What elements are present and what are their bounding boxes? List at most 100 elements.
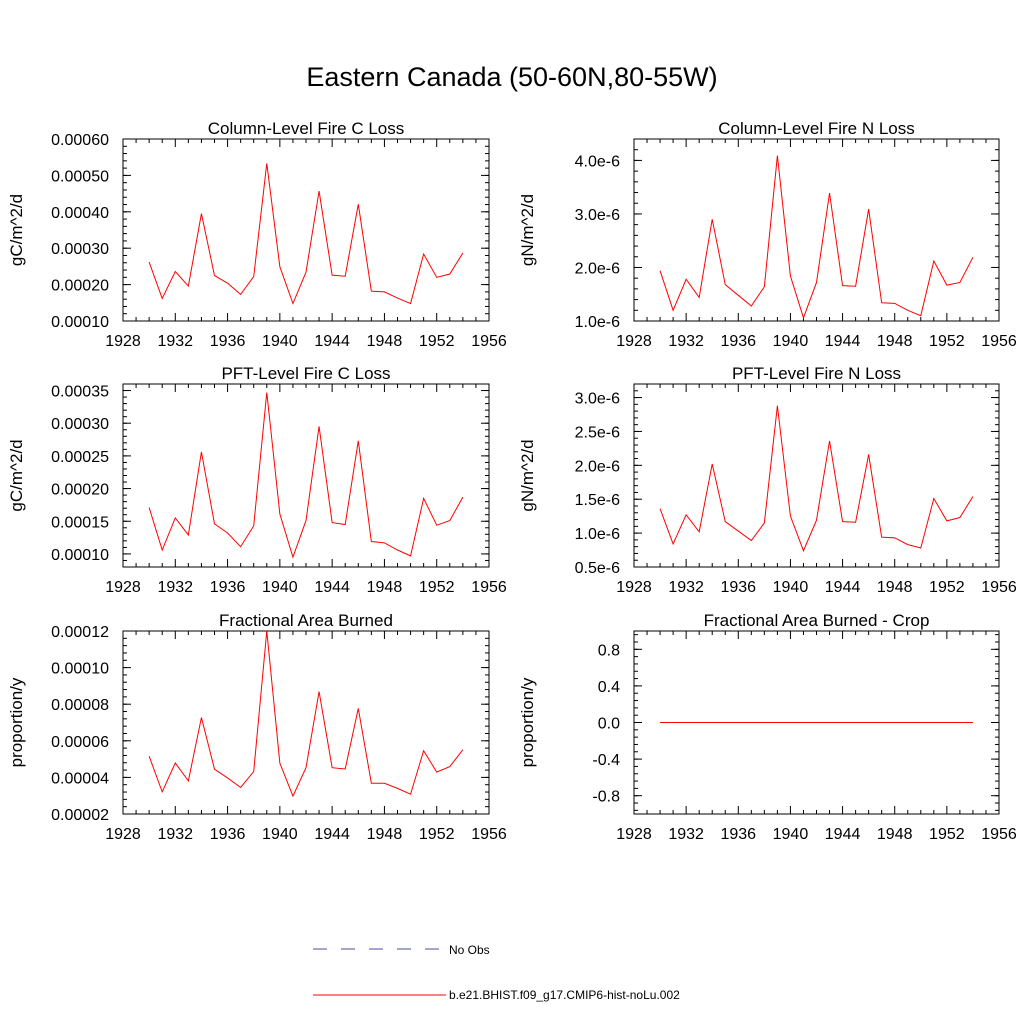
plot-frame xyxy=(633,138,1000,322)
y-tick-label: 0.00020 xyxy=(51,482,109,499)
x-tick-label: 1956 xyxy=(981,579,1017,596)
panel-title: Fractional Area Burned - Crop xyxy=(704,611,930,630)
y-tick-label: 0.8 xyxy=(598,642,620,659)
y-tick-label: 0.0 xyxy=(598,716,620,733)
chart-panel-2: Column-Level Fire N Loss gN/m^2/d 1928 1932… xyxy=(518,119,1017,350)
y-tick-label: 1.5e-6 xyxy=(575,492,620,509)
panel-title: Column-Level Fire C Loss xyxy=(208,119,405,138)
y-tick-label: 0.00004 xyxy=(51,770,109,787)
y-tick-label: 2.0e-6 xyxy=(575,260,620,277)
x-tick-label: 1948 xyxy=(367,333,403,350)
x-tick-label: 1932 xyxy=(157,826,193,843)
panel-title: PFT-Level Fire N Loss xyxy=(732,364,901,383)
data-series-line xyxy=(148,630,464,798)
y-tick-label: 3.0e-6 xyxy=(575,207,620,224)
x-tick-label: 1932 xyxy=(157,333,193,350)
data-series-line xyxy=(659,155,974,320)
y-tick-label: 0.00030 xyxy=(51,416,109,433)
chart-panel-6: Fractional Area Burned - Crop proportion/… xyxy=(518,611,1017,843)
y-tick-label: 0.5e-6 xyxy=(575,560,620,577)
y-tick-label: -0.4 xyxy=(592,752,620,769)
y-axis-label: gC/m^2/d xyxy=(7,439,26,511)
legend-no-obs-label: No Obs xyxy=(449,943,490,957)
y-tick-label: 0.00010 xyxy=(51,547,109,564)
x-tick-label: 1940 xyxy=(262,579,298,596)
y-tick-label: 0.00006 xyxy=(51,734,109,751)
plot-frame xyxy=(122,138,490,322)
x-tick-label: 1936 xyxy=(210,826,246,843)
x-tick-label: 1940 xyxy=(773,579,809,596)
chart-panel-4: PFT-Level Fire N Loss gN/m^2/d 1928 1932 193… xyxy=(518,364,1017,596)
y-tick-label: 3.0e-6 xyxy=(575,391,620,408)
x-tick-label: 1928 xyxy=(616,333,652,350)
y-axis-label: proportion/y xyxy=(518,677,537,767)
x-tick-label: 1952 xyxy=(929,826,965,843)
y-tick-label: 0.4 xyxy=(598,679,620,696)
x-tick-label: 1936 xyxy=(210,579,246,596)
y-axis-label: gN/m^2/d xyxy=(518,194,537,266)
x-tick-label: 1956 xyxy=(981,333,1017,350)
x-tick-label: 1956 xyxy=(471,579,507,596)
y-tick-label: 0.00008 xyxy=(51,697,109,714)
chart-panel-5: Fractional Area Burned proportion/y 1928 19… xyxy=(7,611,507,843)
x-tick-label: 1940 xyxy=(262,826,298,843)
y-tick-label: 2.0e-6 xyxy=(575,458,620,475)
x-tick-label: 1944 xyxy=(825,333,861,350)
y-tick-label: -0.8 xyxy=(592,789,620,806)
x-tick-label: 1948 xyxy=(877,579,913,596)
y-tick-label: 1.0e-6 xyxy=(575,526,620,543)
y-tick-label: 0.00050 xyxy=(51,168,109,185)
x-tick-label: 1952 xyxy=(929,333,965,350)
x-tick-label: 1932 xyxy=(668,579,704,596)
x-tick-label: 1940 xyxy=(773,826,809,843)
x-tick-label: 1952 xyxy=(929,579,965,596)
x-tick-label: 1936 xyxy=(720,826,756,843)
x-tick-label: 1952 xyxy=(419,333,455,350)
x-tick-label: 1940 xyxy=(773,333,809,350)
y-tick-label: 2.5e-6 xyxy=(575,424,620,441)
chart-panel-1: Column-Level Fire C Loss gC/m^2/d 1928 1932… xyxy=(7,119,507,350)
x-tick-label: 1928 xyxy=(105,333,141,350)
x-tick-label: 1932 xyxy=(668,826,704,843)
figure-title: Eastern Canada (50-60N,80-55W) xyxy=(306,62,718,92)
x-tick-label: 1936 xyxy=(720,579,756,596)
plot-frame xyxy=(122,630,490,815)
x-tick-label: 1948 xyxy=(367,579,403,596)
x-tick-label: 1944 xyxy=(314,826,350,843)
x-tick-label: 1936 xyxy=(720,333,756,350)
y-tick-label: 0.00025 xyxy=(51,449,109,466)
plot-frame xyxy=(122,383,490,568)
x-tick-label: 1928 xyxy=(616,579,652,596)
x-tick-label: 1952 xyxy=(419,579,455,596)
data-series-line xyxy=(148,392,464,559)
panel-title: Column-Level Fire N Loss xyxy=(718,119,915,138)
data-series-line xyxy=(659,405,974,553)
x-tick-label: 1928 xyxy=(105,826,141,843)
y-tick-label: 0.00035 xyxy=(51,384,109,401)
data-series-line xyxy=(148,163,464,305)
panel-title: PFT-Level Fire C Loss xyxy=(221,364,390,383)
x-tick-label: 1956 xyxy=(471,826,507,843)
y-tick-label: 4.0e-6 xyxy=(575,153,620,170)
x-tick-label: 1936 xyxy=(210,333,246,350)
x-tick-label: 1944 xyxy=(825,826,861,843)
plot-frame xyxy=(633,383,1000,568)
x-tick-label: 1948 xyxy=(877,826,913,843)
y-tick-label: 0.00030 xyxy=(51,241,109,258)
panel-title: Fractional Area Burned xyxy=(219,611,393,630)
y-tick-label: 0.00040 xyxy=(51,205,109,222)
y-tick-label: 0.00015 xyxy=(51,514,109,531)
x-tick-label: 1948 xyxy=(877,333,913,350)
x-tick-label: 1932 xyxy=(157,579,193,596)
y-tick-label: 1.0e-6 xyxy=(575,314,620,331)
y-tick-label: 0.00060 xyxy=(51,132,109,149)
y-tick-label: 0.00020 xyxy=(51,278,109,295)
x-tick-label: 1940 xyxy=(262,333,298,350)
y-tick-label: 0.00010 xyxy=(51,661,109,678)
x-tick-label: 1932 xyxy=(668,333,704,350)
y-tick-label: 0.00012 xyxy=(51,624,109,641)
x-tick-label: 1928 xyxy=(105,579,141,596)
y-axis-label: gC/m^2/d xyxy=(7,194,26,266)
legend: No Obs b.e21.BHIST.f09_g17.CMIP6-hist-noL… xyxy=(313,943,680,1002)
y-tick-label: 0.00002 xyxy=(51,807,109,824)
